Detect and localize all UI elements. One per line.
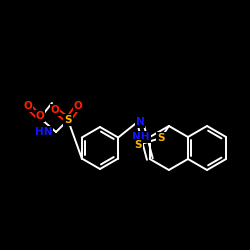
Text: S: S — [157, 133, 165, 143]
Text: N: N — [136, 117, 144, 127]
Text: HN: HN — [34, 127, 52, 137]
Text: S: S — [134, 140, 141, 150]
Text: NH: NH — [132, 132, 150, 142]
Text: S: S — [64, 115, 72, 125]
Text: O: O — [50, 105, 59, 115]
Text: O: O — [24, 101, 32, 111]
Text: O: O — [74, 101, 82, 111]
Text: O: O — [36, 111, 44, 121]
